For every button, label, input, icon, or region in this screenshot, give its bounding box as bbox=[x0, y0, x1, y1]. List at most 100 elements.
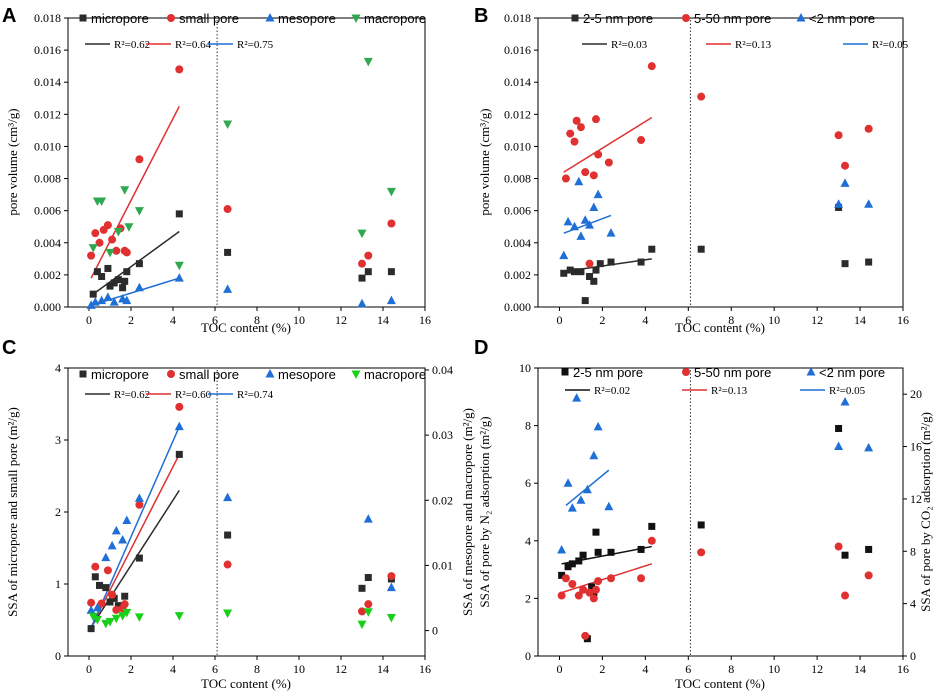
data-point bbox=[864, 124, 873, 133]
data-point bbox=[91, 573, 99, 581]
data-point bbox=[122, 295, 132, 305]
y-tick-label: 0.000 bbox=[504, 300, 531, 314]
y-tick-label: 0 bbox=[525, 649, 531, 663]
y-tick-label: 2 bbox=[525, 591, 531, 605]
data-point bbox=[102, 584, 110, 592]
y-tick-label: 0.018 bbox=[504, 11, 531, 25]
data-point bbox=[174, 273, 184, 282]
data-point bbox=[592, 528, 600, 536]
data-point bbox=[109, 297, 119, 306]
data-point bbox=[224, 531, 232, 539]
data-point bbox=[572, 393, 582, 402]
y-tick-label: 0.004 bbox=[504, 236, 531, 250]
data-point bbox=[134, 207, 144, 216]
data-point bbox=[86, 300, 96, 309]
data-point bbox=[387, 268, 395, 276]
x-tick-label: 14 bbox=[377, 662, 389, 676]
data-point bbox=[113, 228, 123, 237]
data-point bbox=[87, 625, 95, 633]
legend-marker bbox=[351, 370, 361, 379]
data-point bbox=[110, 594, 118, 602]
r2-label: R²=0.62 bbox=[114, 39, 150, 51]
data-point bbox=[107, 540, 117, 550]
data-point bbox=[108, 235, 117, 244]
y-tick-label: 0.014 bbox=[34, 75, 61, 89]
data-point bbox=[121, 592, 129, 600]
data-point bbox=[387, 572, 396, 581]
x-tick-label: 2 bbox=[599, 313, 605, 327]
legend-label: macropore bbox=[364, 11, 426, 26]
data-point bbox=[364, 251, 373, 260]
data-point bbox=[865, 545, 873, 553]
data-point bbox=[561, 574, 570, 583]
legend-label: <2 nm pore bbox=[809, 11, 875, 26]
r2-label: R²=0.05 bbox=[872, 39, 909, 51]
data-point bbox=[581, 297, 589, 305]
data-point bbox=[606, 228, 616, 237]
x-axis-title-d: TOC content (%) bbox=[675, 676, 765, 691]
data-point bbox=[386, 582, 396, 592]
legend-label: mesopore bbox=[278, 11, 336, 26]
data-point bbox=[386, 295, 396, 305]
panel-letter-c: C bbox=[2, 337, 16, 359]
legend-marker bbox=[79, 14, 87, 22]
data-point bbox=[91, 562, 100, 571]
x-tick-label: 12 bbox=[335, 313, 347, 327]
data-point bbox=[864, 199, 874, 208]
data-point bbox=[103, 221, 112, 230]
y-right-tick-label: 0 bbox=[432, 624, 438, 638]
data-point bbox=[588, 583, 596, 591]
data-point bbox=[105, 248, 115, 258]
data-point bbox=[97, 295, 107, 305]
data-point bbox=[90, 297, 100, 306]
x-tick-label: 4 bbox=[170, 313, 176, 327]
x-tick-label: 0 bbox=[86, 313, 92, 327]
data-point bbox=[568, 560, 576, 568]
data-point bbox=[586, 272, 594, 280]
data-point bbox=[364, 574, 372, 582]
data-point bbox=[118, 535, 128, 544]
data-point bbox=[864, 571, 873, 580]
x-tick-label: 2 bbox=[599, 662, 605, 676]
fit-line bbox=[90, 426, 180, 629]
data-point bbox=[358, 274, 366, 282]
x-tick-label: 6 bbox=[212, 313, 218, 327]
y-tick-label: 0.000 bbox=[34, 300, 61, 314]
data-point bbox=[592, 266, 600, 274]
data-point bbox=[570, 221, 579, 231]
y-axis-right-title-d: SSA of pore by CO₂ adsorption (m²/g) bbox=[918, 412, 933, 612]
y-tick-label: 0.012 bbox=[504, 107, 531, 121]
y-right-tick-label: 20 bbox=[910, 387, 922, 401]
x-tick-label: 14 bbox=[377, 313, 389, 327]
data-point bbox=[119, 284, 127, 292]
data-point bbox=[607, 258, 615, 266]
data-point bbox=[386, 614, 396, 623]
data-point bbox=[86, 605, 96, 614]
data-point bbox=[697, 92, 706, 101]
fit-line bbox=[90, 454, 180, 628]
data-point bbox=[121, 277, 129, 285]
data-point bbox=[357, 620, 367, 630]
data-point bbox=[386, 187, 396, 197]
data-point bbox=[97, 599, 106, 608]
data-point bbox=[174, 421, 184, 431]
x-tick-label: 10 bbox=[293, 662, 305, 676]
data-point bbox=[358, 259, 366, 268]
plot-frame-a bbox=[67, 17, 426, 308]
legend-label: 2-5 nm pore bbox=[573, 365, 643, 380]
data-point bbox=[579, 551, 587, 559]
data-point bbox=[585, 220, 595, 229]
data-point bbox=[591, 585, 600, 594]
y-right-tick-label: 8 bbox=[910, 544, 916, 558]
axis-ticks-b: 0 2 4 6 8 10 12 14 16 0.000 0.002 0.004 0.006 0.008 0.… bbox=[504, 11, 909, 327]
legend-c: micropore small pore mesopore macropore R²=0… bbox=[79, 367, 426, 401]
y-right-tick-label: 0 bbox=[910, 649, 916, 663]
x-tick-label: 12 bbox=[811, 662, 823, 676]
data-point bbox=[106, 598, 114, 606]
data-points-c bbox=[86, 402, 396, 633]
data-point bbox=[589, 171, 598, 180]
legend-b: 2-5 nm pore 5-50 nm pore <2 nm pore R²=0.03… bbox=[571, 11, 909, 51]
data-point bbox=[697, 548, 706, 557]
data-point bbox=[589, 202, 599, 211]
